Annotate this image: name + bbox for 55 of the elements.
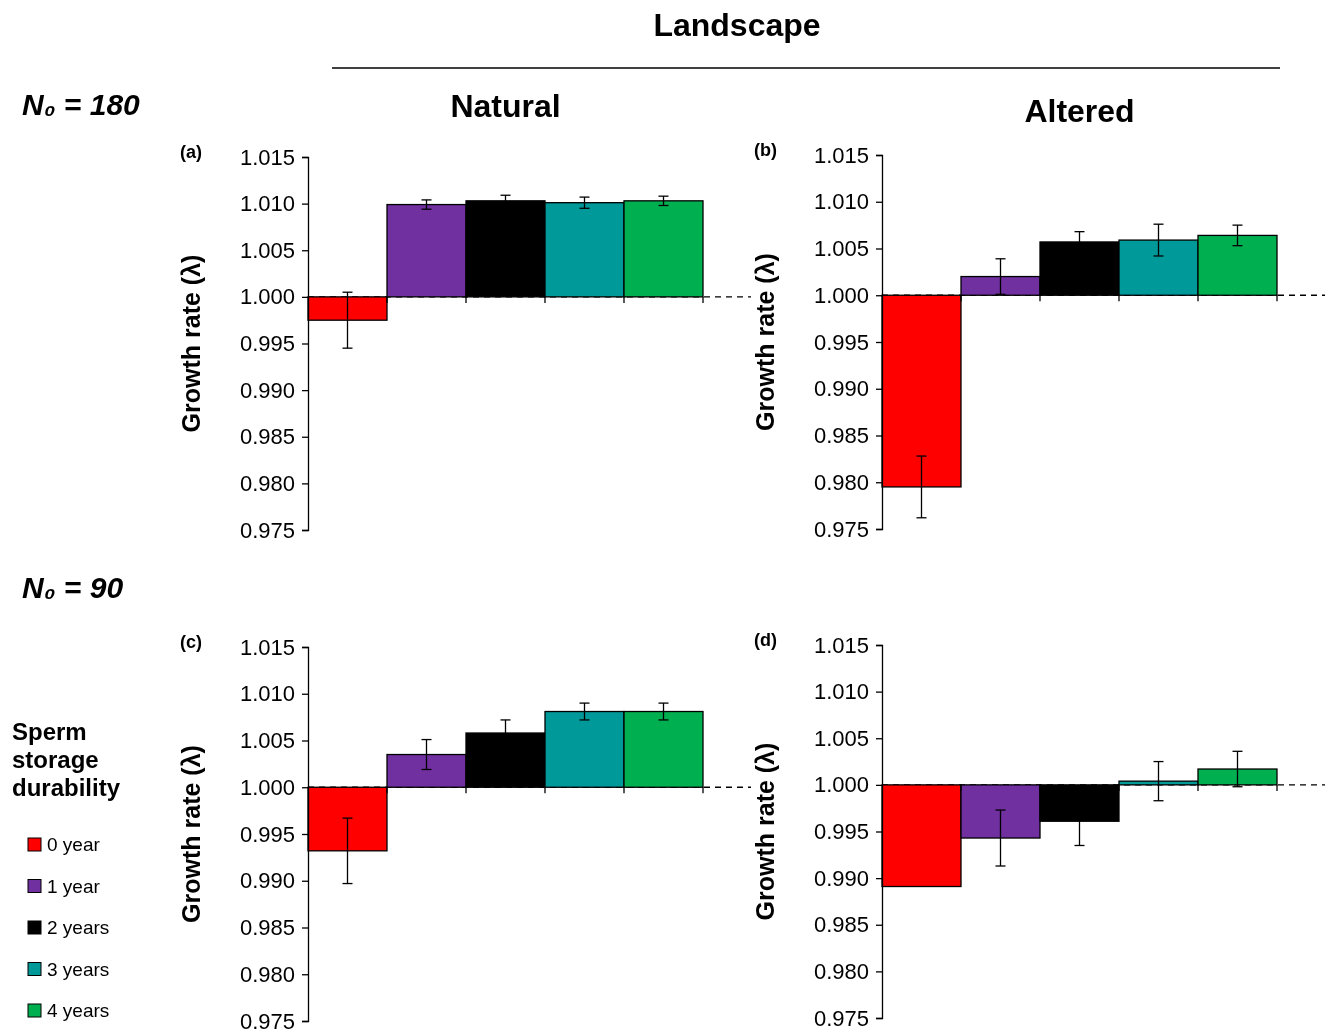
y-tick-label: 0.980 xyxy=(239,961,295,987)
text: (c) xyxy=(180,632,202,652)
text: (d) xyxy=(754,630,777,650)
y-tick-label: 1.005 xyxy=(813,725,869,751)
y-tick-label: 0.975 xyxy=(813,1005,869,1031)
legend-label: 0 year xyxy=(47,834,101,855)
y-tick-label: 1.015 xyxy=(813,142,869,168)
y-tick-label: 1.000 xyxy=(239,284,295,310)
y-tick-label: 1.010 xyxy=(813,189,869,215)
y-tick-label: 0.990 xyxy=(813,376,869,402)
text: N₀ = 90 xyxy=(22,571,124,604)
y-tick-label: 1.015 xyxy=(813,632,869,658)
chart-title: Altered xyxy=(1024,93,1135,129)
y-axis-title: Growth rate (λ) xyxy=(177,254,205,433)
y-tick-label: 0.995 xyxy=(813,329,869,355)
y-tick-label: 1.010 xyxy=(239,191,295,217)
y-tick-label: 1.015 xyxy=(239,634,295,660)
y-tick-label: 0.990 xyxy=(239,377,295,403)
y-tick-label: 0.995 xyxy=(239,331,295,357)
text: Landscape xyxy=(653,7,821,43)
text: (a) xyxy=(180,142,202,162)
y-tick-label: 1.000 xyxy=(239,774,295,800)
y-tick-label: 0.985 xyxy=(813,423,869,449)
text: (b) xyxy=(754,140,777,160)
y-tick-label: 1.010 xyxy=(239,681,295,707)
y-axis-title: Growth rate (λ) xyxy=(751,253,779,431)
y-tick-label: 1.005 xyxy=(813,236,869,262)
y-tick-label: 0.990 xyxy=(813,865,869,891)
chart-title: Natural xyxy=(450,88,561,124)
y-tick-label: 0.980 xyxy=(239,470,295,496)
y-tick-label: 0.985 xyxy=(239,915,295,941)
y-tick-label: 0.975 xyxy=(239,517,295,543)
y-tick-label: 1.005 xyxy=(239,728,295,754)
text: N₀ = 180 xyxy=(22,88,141,121)
y-tick-label: 0.975 xyxy=(239,1008,295,1032)
legend-label: 2 years xyxy=(47,917,110,938)
y-tick-label: 0.995 xyxy=(813,819,869,845)
y-tick-label: 1.000 xyxy=(813,282,869,308)
y-axis-title: Growth rate (λ) xyxy=(177,745,205,923)
legend-label: 3 years xyxy=(47,958,110,980)
y-tick-label: 1.010 xyxy=(813,679,869,705)
legend-label: 1 year xyxy=(47,875,101,897)
y-tick-label: 0.975 xyxy=(813,516,869,542)
y-tick-label: 0.985 xyxy=(813,912,869,938)
y-axis-title: Growth rate (λ) xyxy=(751,742,779,921)
y-tick-label: 1.015 xyxy=(239,144,295,170)
y-tick-label: 0.985 xyxy=(239,424,295,450)
y-tick-label: 1.005 xyxy=(239,237,295,263)
y-tick-label: 0.990 xyxy=(239,868,295,894)
legend-label: 4 years xyxy=(47,1000,110,1021)
legend-title: Sperm storage durability xyxy=(12,718,121,801)
y-tick-label: 0.995 xyxy=(239,821,295,847)
y-tick-label: 0.980 xyxy=(813,469,869,495)
y-tick-label: 0.980 xyxy=(813,958,869,984)
y-tick-label: 1.000 xyxy=(813,772,869,798)
